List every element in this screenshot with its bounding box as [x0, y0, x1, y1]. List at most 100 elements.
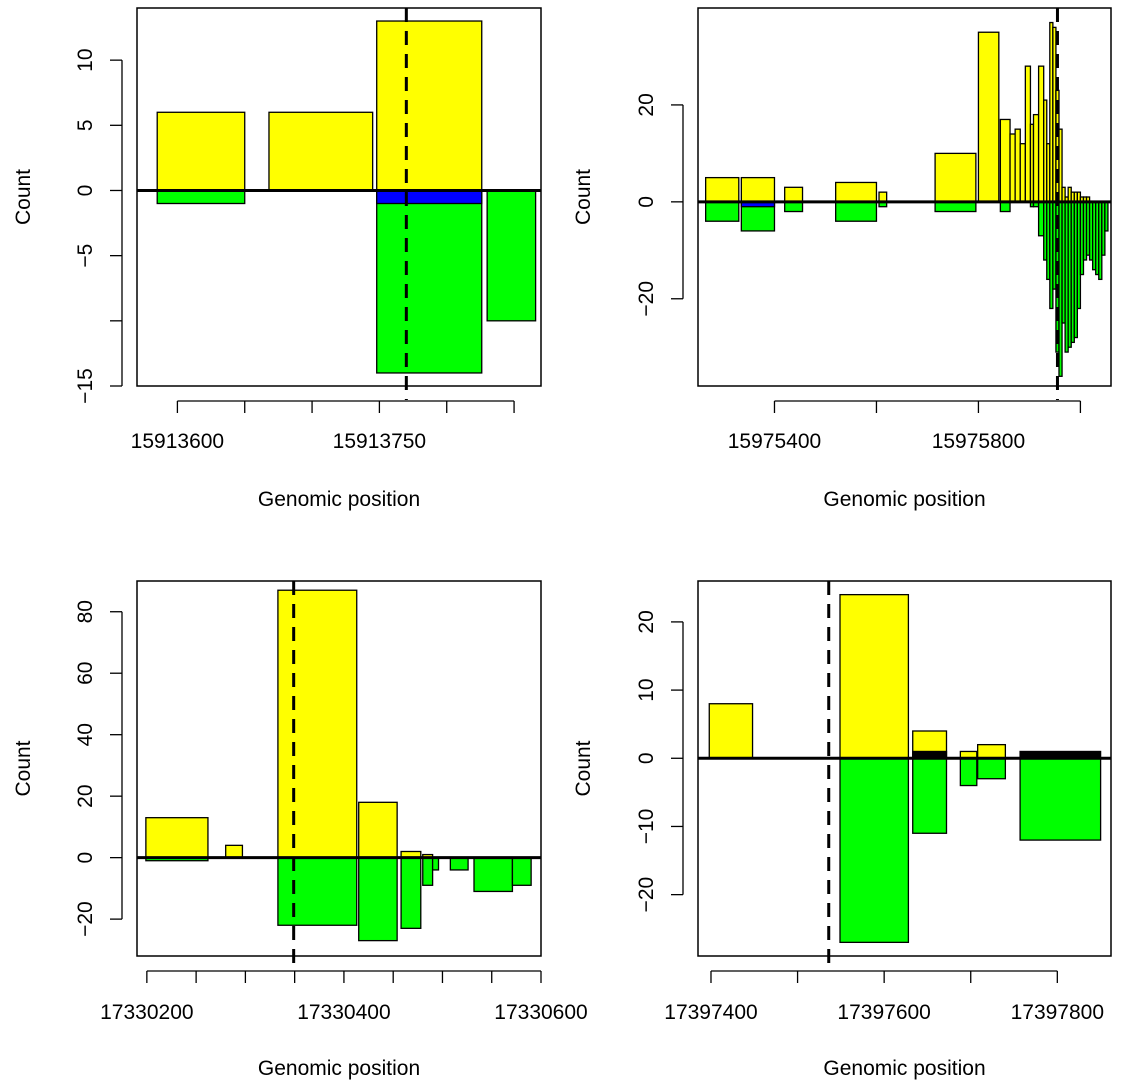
bar-positive — [708, 703, 754, 759]
y-tick-label: 20 — [635, 610, 658, 633]
bar-negative — [422, 856, 434, 886]
y-tick-label: −20 — [74, 901, 97, 937]
bar-positive — [705, 176, 740, 203]
y-tick-label: −10 — [635, 809, 658, 845]
bar-negative — [511, 856, 532, 886]
x-axis-title: Genomic position — [258, 488, 420, 511]
panel-top-left: 15913600 15913750 −15 −5 0 5 10 Genomic posit… — [12, 7, 542, 511]
y-tick-label: 60 — [74, 662, 97, 685]
bar-positive — [225, 844, 244, 859]
bar-negative — [277, 856, 358, 926]
bar-negative — [912, 757, 948, 834]
y-axis: −20 −10 0 10 20 — [635, 610, 684, 913]
bar-positive — [376, 20, 483, 192]
bar-positive — [156, 111, 246, 192]
y-tick-label: −20 — [635, 281, 658, 317]
y-tick-label: 80 — [74, 600, 97, 623]
bar-positive — [740, 176, 776, 203]
bar-negative — [959, 757, 978, 787]
bar-positive — [1019, 143, 1026, 203]
panel-bottom-right: 17397400 17397600 17397800 −20 −10 0 10 20 Gen… — [572, 580, 1112, 1080]
bar-negative — [486, 189, 537, 322]
y-axis-title: Count — [12, 169, 35, 225]
y-tick-label: −15 — [74, 368, 97, 404]
bar-negative — [1104, 201, 1109, 232]
y-tick-label: 40 — [74, 723, 97, 746]
y-axis-title: Count — [572, 740, 595, 796]
y-axis: −20 0 20 40 60 80 — [74, 600, 123, 937]
bar-positive — [1009, 133, 1016, 203]
bar-negative — [449, 856, 469, 871]
x-tick-label: 15975800 — [932, 430, 1025, 453]
bar-positive — [839, 593, 910, 759]
bar-negative — [376, 189, 483, 374]
bar-negative — [839, 757, 910, 944]
bar-negative — [977, 757, 1007, 780]
y-axis-title: Count — [572, 169, 595, 225]
bar-negative — [400, 856, 422, 929]
bar-negative — [1037, 201, 1045, 237]
bar-positive — [268, 111, 374, 192]
bar-negative — [835, 201, 878, 222]
x-axis-title: Genomic position — [258, 1057, 420, 1080]
bar-positive — [835, 181, 878, 203]
bar-positive — [1032, 113, 1040, 203]
y-tick-label: 0 — [635, 196, 658, 208]
bar-positive — [784, 186, 804, 203]
x-tick-label: 17397400 — [664, 1001, 757, 1024]
y-tick-label: 20 — [74, 784, 97, 807]
bar-positive — [999, 118, 1011, 203]
x-tick-label: 17330200 — [100, 1001, 193, 1024]
x-tick-label: 17330600 — [494, 1001, 587, 1024]
x-tick-label: 15913600 — [131, 430, 224, 453]
bar-positive — [277, 589, 358, 859]
x-tick-label: 17397800 — [1011, 1001, 1104, 1024]
y-tick-label: −20 — [635, 877, 658, 913]
panel-top-right: 15975400 15975800 −20 0 20 Genomic position… — [572, 7, 1112, 511]
x-tick-label: 15913750 — [333, 430, 426, 453]
plot-frame — [136, 580, 542, 957]
bars — [705, 21, 1109, 377]
plot-frame — [697, 7, 1112, 387]
bar-positive — [1024, 65, 1032, 203]
bar-negative — [705, 201, 740, 222]
y-axis: −20 0 20 — [635, 93, 684, 317]
x-axis-title: Genomic position — [823, 488, 985, 511]
bar-positive — [977, 743, 1007, 759]
bar-negative — [431, 856, 440, 871]
y-axis-title: Count — [12, 740, 35, 796]
panel-bottom-left: 17330200 17330400 17330600 −20 0 20 40 60 80 Ge… — [12, 580, 588, 1080]
y-tick-label: 5 — [74, 119, 97, 131]
x-tick-label: 17397600 — [837, 1001, 930, 1024]
x-axis: 15975400 15975800 — [728, 400, 1082, 453]
y-tick-label: 0 — [74, 185, 97, 197]
x-axis: 17397400 17397600 17397800 — [664, 970, 1104, 1024]
y-tick-label: 10 — [635, 678, 658, 701]
x-axis: 15913600 15913750 — [131, 400, 515, 453]
bars — [708, 593, 1102, 944]
bar-negative — [473, 856, 514, 893]
bars — [145, 589, 532, 942]
bar-negative — [376, 189, 483, 205]
bar-positive — [145, 817, 209, 859]
bar-negative — [156, 189, 246, 205]
y-tick-label: 20 — [635, 93, 658, 116]
bar-positive — [1037, 65, 1045, 203]
y-tick-label: 10 — [74, 48, 97, 71]
bar-positive — [934, 152, 977, 203]
bar-negative — [358, 856, 398, 942]
y-tick-label: 0 — [74, 852, 97, 864]
plot-frame — [136, 7, 542, 387]
bar-positive — [1014, 128, 1021, 203]
y-axis: −15 −5 0 5 10 — [74, 48, 123, 404]
bar-negative — [1019, 757, 1102, 841]
plot-frame — [697, 580, 1112, 957]
x-tick-label: 17330400 — [297, 1001, 390, 1024]
y-tick-label: −5 — [74, 244, 97, 268]
x-axis: 17330200 17330400 17330600 — [100, 970, 588, 1024]
bar-positive — [358, 801, 398, 859]
y-tick-label: 0 — [635, 752, 658, 764]
x-axis-title: Genomic position — [823, 1057, 985, 1080]
bar-positive — [977, 31, 1000, 203]
